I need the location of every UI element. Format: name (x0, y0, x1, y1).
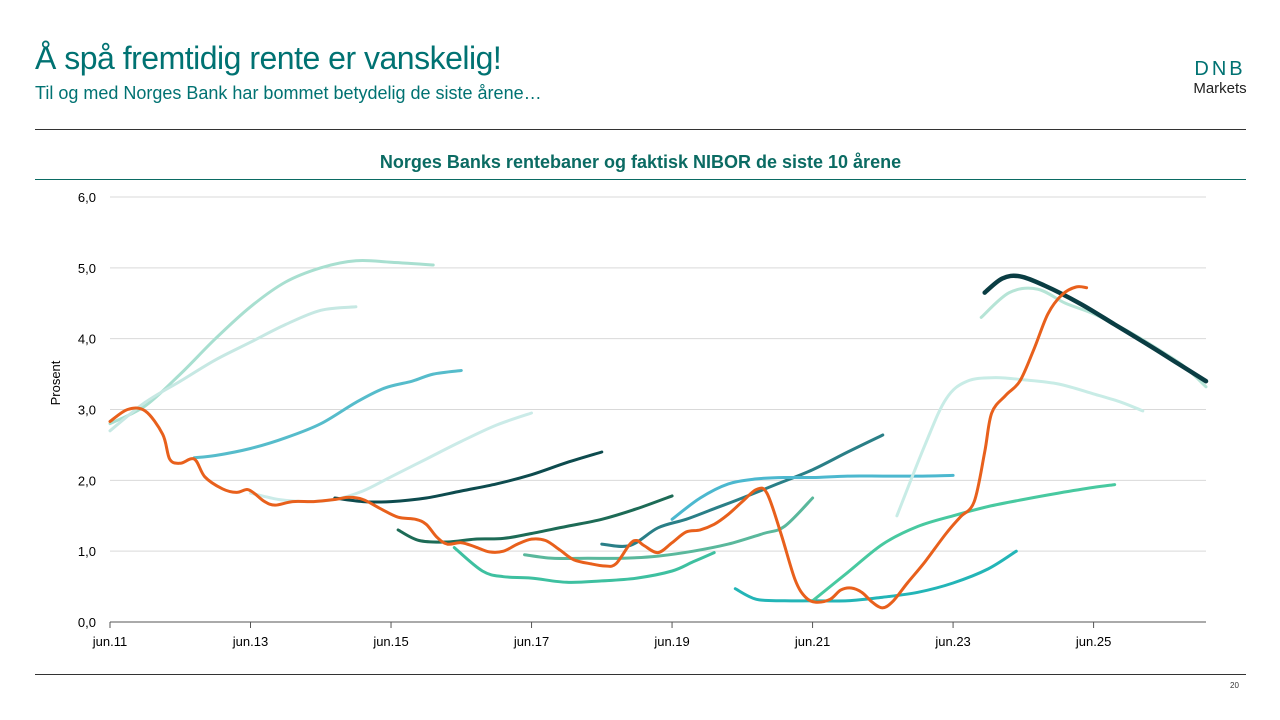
x-tick-label: jun.13 (232, 634, 268, 649)
chart-series (108, 258, 1209, 610)
x-tick-label: jun.25 (1075, 634, 1111, 649)
x-tick-label: jun.23 (934, 634, 970, 649)
series-line-rentebane-7 (523, 496, 815, 561)
y-tick-label: 4,0 (78, 332, 96, 347)
x-tick-label: jun.21 (794, 634, 830, 649)
footer-divider (35, 674, 1246, 675)
page-number: 20 (1230, 681, 1239, 690)
y-axis-label: Prosent (48, 360, 63, 405)
series-line-rentebane-9 (600, 433, 885, 548)
logo-mark: DNB (1194, 58, 1246, 80)
y-tick-label: 3,0 (78, 403, 96, 418)
series-line-rentebane-11 (733, 549, 1018, 603)
page-title: Å spå fremtidig rente er vanskelig! (35, 40, 502, 76)
x-tick-label: jun.19 (653, 634, 689, 649)
series-line-rentebane-3 (192, 369, 463, 460)
series-line-rentebane-13 (895, 376, 1145, 518)
page-subtitle: Til og med Norges Bank har bommet betyde… (35, 83, 542, 103)
x-tick-label: jun.17 (513, 634, 549, 649)
series-line-rentebane-15 (982, 273, 1209, 384)
series-line-rentebane-10 (670, 473, 955, 521)
series-line-rentebane-6 (396, 494, 674, 544)
dnb-markets-logo: DNB Markets (1180, 58, 1260, 98)
series-line-rentebane-2 (108, 305, 358, 433)
x-tick-label: jun.11 (92, 634, 127, 649)
series-line-rentebane-8 (452, 546, 716, 584)
y-tick-label: 6,0 (78, 190, 96, 205)
logo-subtext: Markets (1193, 80, 1247, 97)
series-line-rentebane-5 (333, 450, 604, 504)
series-line-rentebane-4 (249, 411, 533, 504)
chart-gridlines (110, 196, 1206, 552)
y-tick-label: 5,0 (78, 261, 96, 276)
chart-title: Norges Banks rentebaner og faktisk NIBOR… (379, 152, 902, 172)
header-divider (35, 129, 1246, 130)
series-line-rentebane-14 (979, 286, 1208, 389)
series-line-rentebane-1 (108, 258, 435, 426)
chart-title-divider (35, 179, 1246, 180)
y-tick-label: 0,0 (78, 615, 96, 630)
y-tick-label: 2,0 (78, 473, 96, 488)
y-tick-label: 1,0 (78, 544, 96, 559)
x-tick-label: jun.15 (372, 634, 408, 649)
series-line-nibor (108, 285, 1089, 610)
series-line-rentebane-12 (811, 483, 1117, 603)
chart-axes: 0,0 1,0 2,0 3,0 4,0 5,0 6,0 jun.11 jun.13 jun.15 j… (78, 190, 1206, 649)
